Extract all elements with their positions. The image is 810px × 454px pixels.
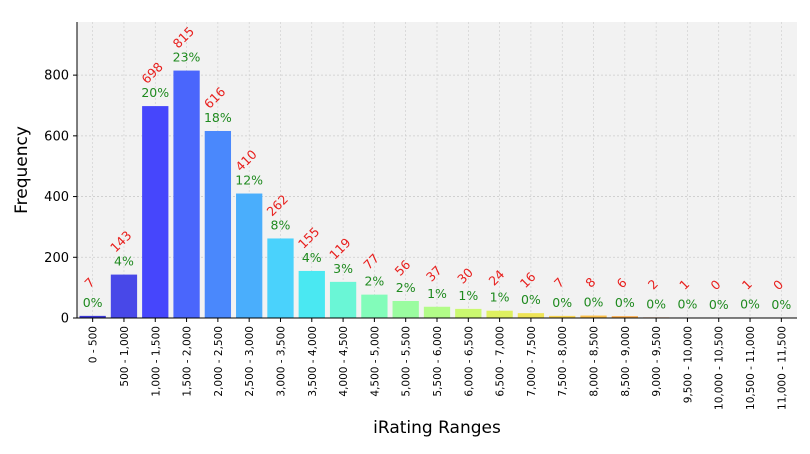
x-tick-label: 7,000 - 7,500 — [526, 326, 538, 397]
bar — [361, 295, 387, 318]
bar — [111, 275, 137, 318]
percent-label: 0% — [678, 297, 698, 312]
x-tick-label: 5,500 - 6,000 — [432, 326, 444, 397]
x-tick-label: 11,000 - 11,500 — [776, 326, 788, 410]
percent-label: 4% — [302, 250, 322, 265]
x-tick-label: 4,500 - 5,000 — [369, 326, 381, 397]
percent-label: 1% — [427, 286, 447, 301]
percent-label: 0% — [709, 297, 729, 312]
percent-label: 4% — [114, 254, 134, 269]
x-tick-label: 500 - 1,000 — [119, 326, 131, 387]
x-tick-label: 1,500 - 2,000 — [182, 326, 194, 397]
percent-label: 0% — [615, 295, 635, 310]
percent-label: 8% — [271, 217, 291, 232]
x-tick-label: 3,500 - 4,000 — [307, 326, 319, 397]
x-tick-label: 6,000 - 6,500 — [463, 326, 475, 397]
x-tick-label: 1,000 - 1,500 — [150, 326, 162, 397]
percent-label: 0% — [552, 295, 572, 310]
x-tick-label: 3,000 - 3,500 — [275, 326, 287, 397]
x-tick-label: 7,500 - 8,000 — [557, 326, 569, 397]
percent-label: 0% — [740, 297, 760, 312]
bar — [299, 271, 325, 318]
percent-label: 1% — [458, 288, 478, 303]
y-tick-label: 600 — [44, 129, 69, 144]
y-axis-ticks: 0 200 400 600 800 — [44, 69, 77, 327]
bar — [424, 307, 450, 318]
y-tick-label: 0 — [61, 312, 69, 327]
percent-label: 0% — [771, 297, 791, 312]
bar — [142, 106, 168, 318]
percent-label: 3% — [333, 261, 353, 276]
bar — [267, 238, 293, 318]
x-axis-ticks: 0 - 500 500 - 1,000 1,000 - 1,500 1,500 - 2… — [88, 318, 789, 410]
percent-label: 2% — [396, 280, 416, 295]
x-tick-label: 9,500 - 10,000 — [682, 326, 694, 403]
x-axis-title: iRating Ranges — [373, 418, 501, 438]
bar — [518, 313, 544, 318]
percent-label: 0% — [83, 295, 103, 310]
percent-label: 20% — [141, 85, 169, 100]
percent-label: 12% — [235, 173, 263, 188]
y-tick-label: 800 — [44, 69, 69, 84]
x-tick-label: 2,500 - 3,000 — [244, 326, 256, 397]
x-tick-label: 4,000 - 4,500 — [338, 326, 350, 397]
bar — [173, 71, 199, 318]
bar — [236, 194, 262, 318]
x-tick-label: 10,500 - 11,000 — [745, 326, 757, 410]
x-tick-label: 8,500 - 9,000 — [620, 326, 632, 397]
percent-label: 1% — [490, 290, 510, 305]
bar — [205, 131, 231, 318]
x-tick-label: 8,000 - 8,500 — [589, 326, 601, 397]
percent-label: 0% — [521, 292, 541, 307]
percent-label: 23% — [173, 50, 201, 65]
y-tick-label: 200 — [44, 251, 69, 266]
bar — [486, 311, 512, 318]
percent-label: 18% — [204, 110, 232, 125]
x-tick-label: 9,000 - 9,500 — [651, 326, 663, 397]
percent-label: 0% — [584, 295, 604, 310]
x-tick-label: 0 - 500 — [88, 326, 100, 363]
y-axis-title: Frequency — [12, 126, 32, 214]
x-tick-label: 5,000 - 5,500 — [401, 326, 413, 397]
x-tick-label: 10,000 - 10,500 — [714, 326, 726, 410]
bar — [455, 309, 481, 318]
y-tick-label: 400 — [44, 190, 69, 205]
bar — [393, 301, 419, 318]
percent-label: 2% — [364, 274, 384, 289]
percent-label: 0% — [646, 296, 666, 311]
bar — [330, 282, 356, 318]
x-tick-label: 2,000 - 2,500 — [213, 326, 225, 397]
x-tick-label: 6,500 - 7,000 — [495, 326, 507, 397]
